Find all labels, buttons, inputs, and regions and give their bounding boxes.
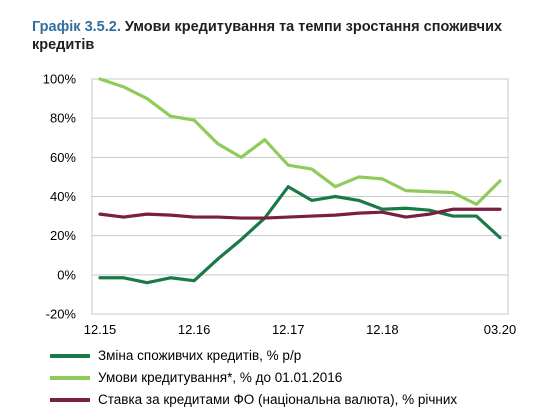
legend-item-3: Ставка за кредитами ФО (національна валю… <box>50 390 457 410</box>
y-tick-label: 100% <box>43 72 77 87</box>
series-lines <box>98 77 502 285</box>
x-tick-label: 03.20 <box>484 322 517 337</box>
legend: Зміна споживчих кредитів, % р/р Умови кре… <box>50 346 457 412</box>
x-tick-label: 12.17 <box>272 322 305 337</box>
x-tick-label: 12.16 <box>178 322 211 337</box>
legend-swatch <box>50 354 90 358</box>
x-tick-label: 12.15 <box>84 322 117 337</box>
plot-frame <box>91 78 509 315</box>
y-tick-label: 80% <box>50 111 76 126</box>
legend-swatch <box>50 376 90 380</box>
chart-title-text: Умови кредитування та темпи зростання сп… <box>32 19 503 53</box>
legend-label: Ставка за кредитами ФО (національна валю… <box>98 392 458 407</box>
series-line-1 <box>98 185 502 285</box>
grid <box>91 78 509 315</box>
y-tick-label: 60% <box>50 150 76 165</box>
legend-item-1: Зміна споживчих кредитів, % р/р <box>50 346 457 366</box>
x-tick-label: 12.18 <box>366 322 399 337</box>
series-line-3 <box>98 207 502 220</box>
y-tick-label: 20% <box>50 228 76 243</box>
legend-swatch <box>50 398 90 402</box>
y-tick-label: 40% <box>50 189 76 204</box>
legend-label: Зміна споживчих кредитів, % р/р <box>98 348 302 363</box>
y-tick-label: 0% <box>57 267 76 282</box>
legend-label: Умови кредитування*, % до 01.01.2016 <box>98 370 343 385</box>
legend-item-2: Умови кредитування*, % до 01.01.2016 <box>50 368 457 388</box>
chart-number: Графік 3.5.2. <box>32 19 121 35</box>
series-line-2 <box>98 77 502 206</box>
chart-title: Графік 3.5.2. Умови кредитування та темп… <box>32 18 542 54</box>
y-tick-label: -20% <box>46 307 77 322</box>
y-axis-ticks: -20% 0% 20% 40% 60% 80% 100% <box>43 72 77 322</box>
x-axis-ticks: 12.15 12.16 12.17 12.18 03.20 <box>84 322 517 337</box>
